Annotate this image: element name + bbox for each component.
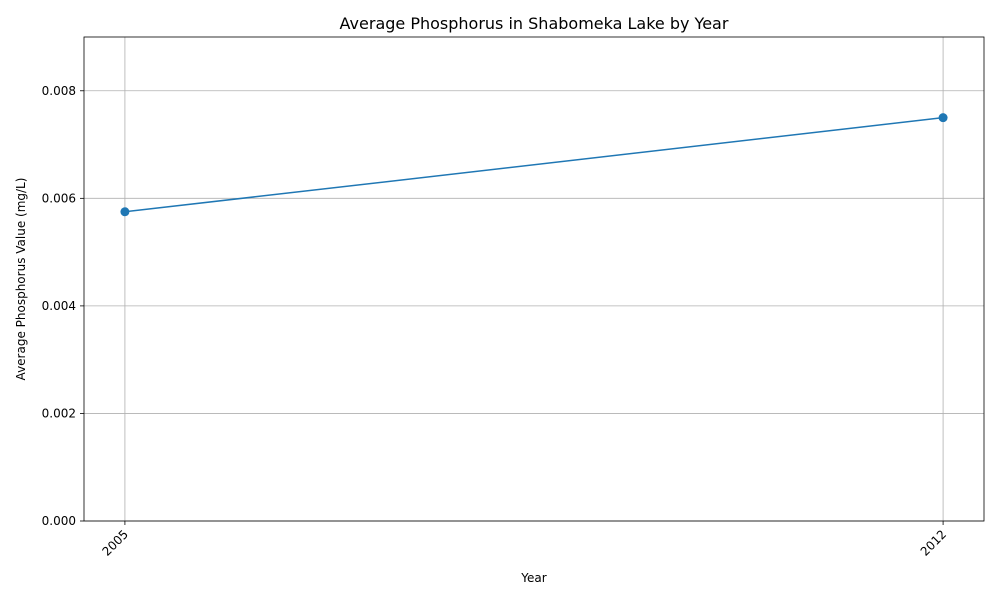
data-point-2005 (120, 207, 130, 217)
ticks-layer: 0.000 0.002 0.004 0.006 0.008 2005 2012 (42, 84, 950, 559)
grid-layer (84, 37, 984, 522)
y-axis-label: Average Phosphorus Value (mg/L) (14, 178, 28, 381)
x-axis-label: Year (520, 571, 546, 585)
series-line (124, 116, 944, 213)
y-tick-label: 0.004 (42, 299, 76, 313)
series-layer (120, 113, 948, 217)
x-tick-label: 2005 (100, 527, 131, 558)
chart-title: Average Phosphorus in Shabomeka Lake by … (340, 14, 729, 33)
y-tick-label: 0.000 (42, 514, 76, 528)
x-tick-label: 2012 (918, 527, 949, 558)
y-tick-label: 0.008 (42, 84, 76, 98)
plot-frame (83, 36, 985, 522)
data-point-2012 (938, 113, 948, 123)
y-tick-label: 0.002 (42, 406, 76, 420)
y-tick-label: 0.006 (42, 191, 76, 205)
